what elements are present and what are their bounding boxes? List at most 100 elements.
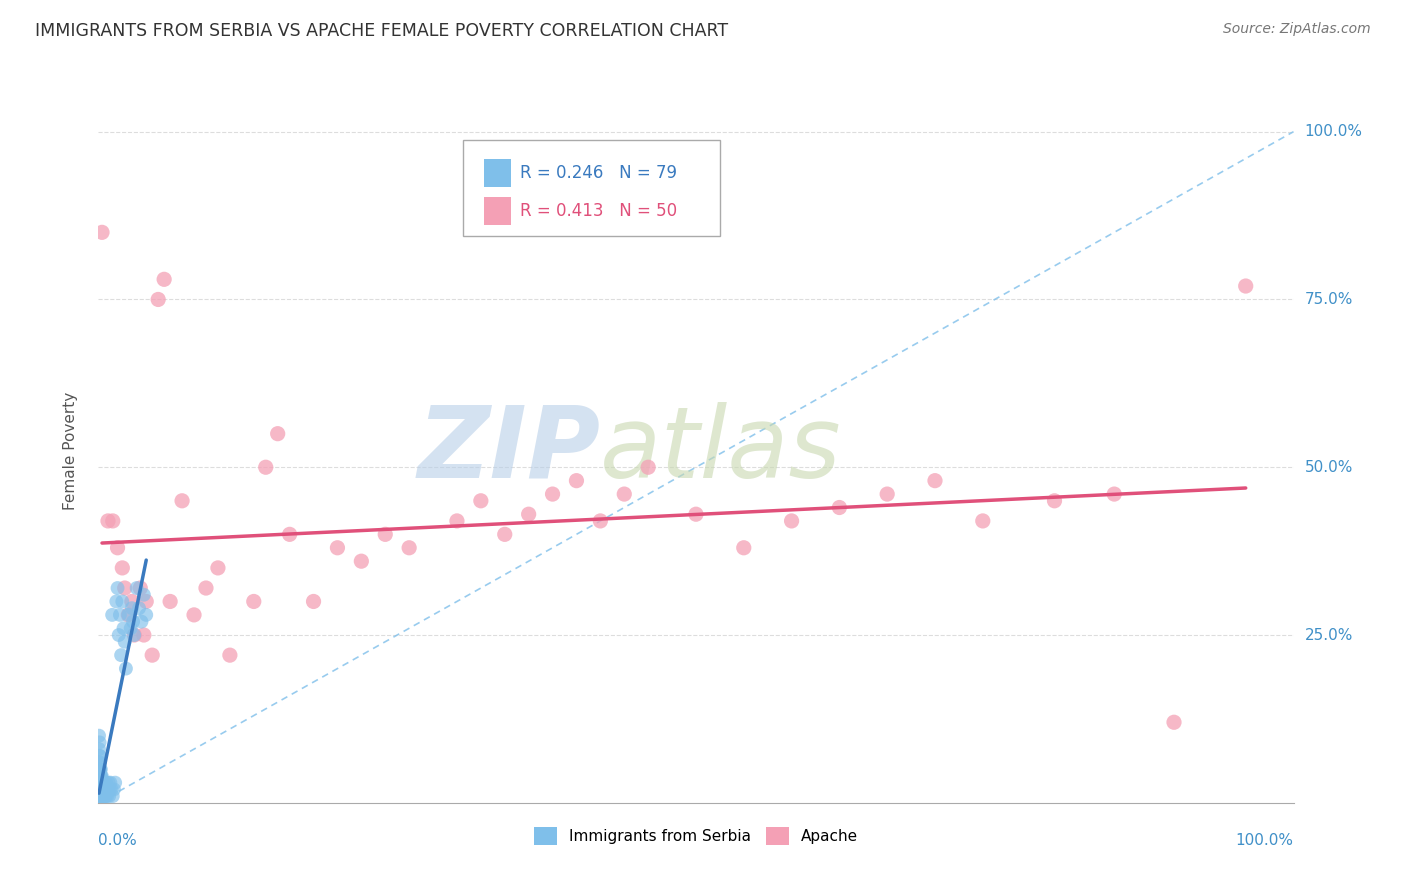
Text: atlas: atlas (600, 402, 842, 499)
Text: R = 0.246   N = 79: R = 0.246 N = 79 (520, 164, 678, 182)
Point (107, 581, 129, 595)
Point (1163, 715, 1185, 730)
Point (101, 789, 124, 803)
Y-axis label: Female Poverty: Female Poverty (63, 392, 77, 509)
Point (326, 541, 349, 555)
Point (107, 541, 129, 555)
Point (89, 762, 111, 776)
Text: 100.0%: 100.0% (1305, 124, 1362, 139)
Point (207, 561, 229, 575)
Point (91, 225, 114, 239)
Point (398, 541, 420, 555)
Point (87, 742, 110, 756)
Point (350, 554, 373, 568)
Text: 75.0%: 75.0% (1305, 292, 1353, 307)
Point (97, 782, 120, 797)
Point (90, 789, 112, 803)
Point (90, 769, 112, 783)
Point (828, 500, 851, 515)
Point (87, 782, 110, 797)
Point (90, 769, 112, 783)
Point (87, 769, 110, 783)
Point (111, 594, 134, 608)
Point (103, 782, 125, 797)
Point (131, 615, 153, 629)
Point (91, 775, 114, 789)
Point (117, 607, 139, 622)
Point (685, 507, 707, 521)
Point (148, 293, 170, 307)
Point (89, 762, 111, 776)
Point (541, 487, 564, 501)
Point (302, 594, 325, 608)
Point (98, 789, 121, 803)
Point (107, 628, 129, 642)
Point (89, 769, 111, 783)
Point (101, 514, 124, 528)
FancyBboxPatch shape (463, 140, 720, 235)
Point (470, 493, 492, 508)
Point (129, 581, 152, 595)
Point (90, 775, 112, 789)
Point (613, 487, 636, 501)
Point (120, 621, 142, 635)
Point (94, 782, 117, 797)
Point (219, 648, 242, 662)
Legend: Immigrants from Serbia, Apache: Immigrants from Serbia, Apache (527, 821, 865, 852)
Point (122, 615, 145, 629)
Point (132, 588, 155, 602)
Point (96, 782, 118, 797)
Point (91, 782, 114, 797)
Point (98, 782, 121, 797)
Point (93, 789, 115, 803)
Point (90, 782, 112, 797)
Point (97, 514, 120, 528)
Point (89, 775, 111, 789)
Point (1234, 279, 1257, 293)
Point (141, 648, 163, 662)
Point (780, 514, 803, 528)
Point (124, 628, 146, 642)
Point (87, 756, 110, 770)
Point (172, 493, 194, 508)
Point (125, 581, 148, 595)
Point (90, 782, 112, 797)
Point (589, 514, 612, 528)
FancyBboxPatch shape (485, 160, 510, 187)
Point (105, 594, 128, 608)
Point (98, 775, 122, 789)
Text: IMMIGRANTS FROM SERBIA VS APACHE FEMALE POVERTY CORRELATION CHART: IMMIGRANTS FROM SERBIA VS APACHE FEMALE … (35, 22, 728, 40)
Point (1104, 487, 1126, 501)
Point (121, 601, 143, 615)
Point (97, 775, 120, 789)
Point (91, 789, 114, 803)
Text: R = 0.413   N = 50: R = 0.413 N = 50 (520, 202, 678, 219)
Point (108, 607, 131, 622)
Point (89, 775, 111, 789)
Point (565, 474, 588, 488)
Point (91, 782, 114, 797)
Point (91, 775, 114, 789)
Point (91, 789, 114, 803)
Point (876, 487, 898, 501)
Point (115, 662, 138, 676)
Point (135, 607, 157, 622)
Point (114, 634, 136, 648)
Point (446, 514, 468, 528)
Point (132, 628, 155, 642)
Point (135, 594, 157, 608)
Point (93, 782, 115, 797)
Point (89, 762, 111, 776)
Text: ZIP: ZIP (418, 402, 600, 499)
Point (90, 789, 112, 803)
Point (89, 748, 111, 763)
Point (89, 789, 111, 803)
Text: 50.0%: 50.0% (1305, 459, 1353, 475)
Point (733, 541, 755, 555)
Point (972, 514, 994, 528)
Point (114, 581, 136, 595)
Point (94, 789, 117, 803)
Point (104, 775, 127, 789)
Point (494, 527, 516, 541)
Text: 100.0%: 100.0% (1236, 833, 1294, 848)
